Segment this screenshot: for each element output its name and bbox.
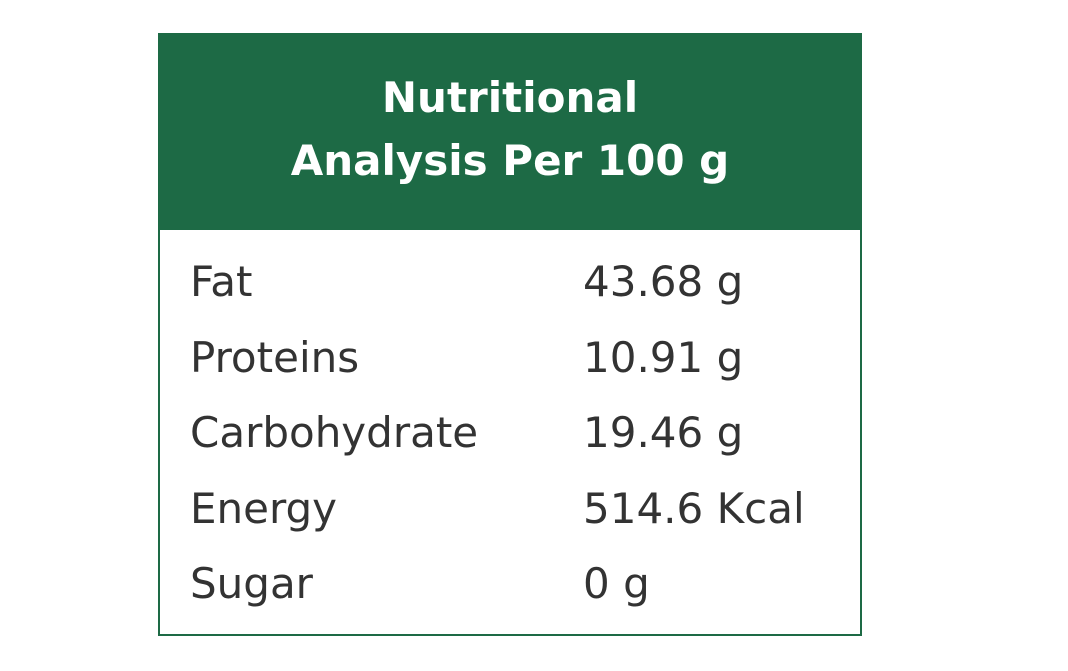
nutrient-value: 514.6 Kcal bbox=[583, 483, 805, 533]
nutrition-card: Nutritional Analysis Per 100 g Fat 43.68 g… bbox=[158, 33, 862, 636]
nutrient-value: 10.91 g bbox=[583, 332, 744, 382]
nutrient-name: Fat bbox=[190, 257, 253, 306]
nutrient-value: 19.46 g bbox=[583, 408, 744, 457]
nutrient-name: Carbohydrate bbox=[190, 408, 479, 457]
nutrient-value: 0 g bbox=[583, 559, 650, 608]
nutrient-name: Proteins bbox=[190, 332, 360, 382]
header-title: Analysis Per 100 g bbox=[290, 136, 730, 185]
nutrient-value: 43.68 g bbox=[583, 257, 744, 306]
nutrient-name: Sugar bbox=[190, 559, 313, 608]
header: Nutritional Analysis Per 100 g bbox=[160, 35, 860, 230]
header-title: Nutritional bbox=[381, 73, 639, 122]
nutrient-name: Energy bbox=[190, 483, 338, 533]
